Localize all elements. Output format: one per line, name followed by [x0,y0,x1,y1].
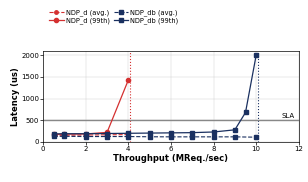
X-axis label: Throughput (MReq./sec): Throughput (MReq./sec) [113,153,229,163]
Text: SLA: SLA [282,113,294,119]
Y-axis label: Latency (us): Latency (us) [10,67,20,126]
Legend: NDP_d (avg.), NDP_d (99th), NDP_db (avg.), NDP_db (99th): NDP_d (avg.), NDP_d (99th), NDP_db (avg.… [47,7,181,27]
